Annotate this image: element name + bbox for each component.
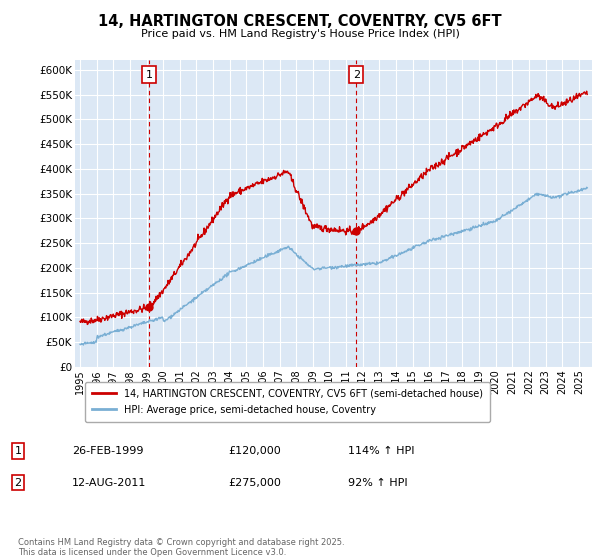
Text: 1: 1 (14, 446, 22, 456)
Text: 2: 2 (14, 478, 22, 488)
Text: Contains HM Land Registry data © Crown copyright and database right 2025.
This d: Contains HM Land Registry data © Crown c… (18, 538, 344, 557)
Text: 114% ↑ HPI: 114% ↑ HPI (348, 446, 415, 456)
Text: 26-FEB-1999: 26-FEB-1999 (72, 446, 143, 456)
Text: £120,000: £120,000 (228, 446, 281, 456)
Text: 14, HARTINGTON CRESCENT, COVENTRY, CV5 6FT: 14, HARTINGTON CRESCENT, COVENTRY, CV5 6… (98, 14, 502, 29)
Text: 92% ↑ HPI: 92% ↑ HPI (348, 478, 407, 488)
Text: 2: 2 (353, 70, 360, 80)
Text: Price paid vs. HM Land Registry's House Price Index (HPI): Price paid vs. HM Land Registry's House … (140, 29, 460, 39)
Text: £275,000: £275,000 (228, 478, 281, 488)
Legend: 14, HARTINGTON CRESCENT, COVENTRY, CV5 6FT (semi-detached house), HPI: Average p: 14, HARTINGTON CRESCENT, COVENTRY, CV5 6… (85, 382, 490, 422)
Text: 1: 1 (146, 70, 152, 80)
Text: 12-AUG-2011: 12-AUG-2011 (72, 478, 146, 488)
